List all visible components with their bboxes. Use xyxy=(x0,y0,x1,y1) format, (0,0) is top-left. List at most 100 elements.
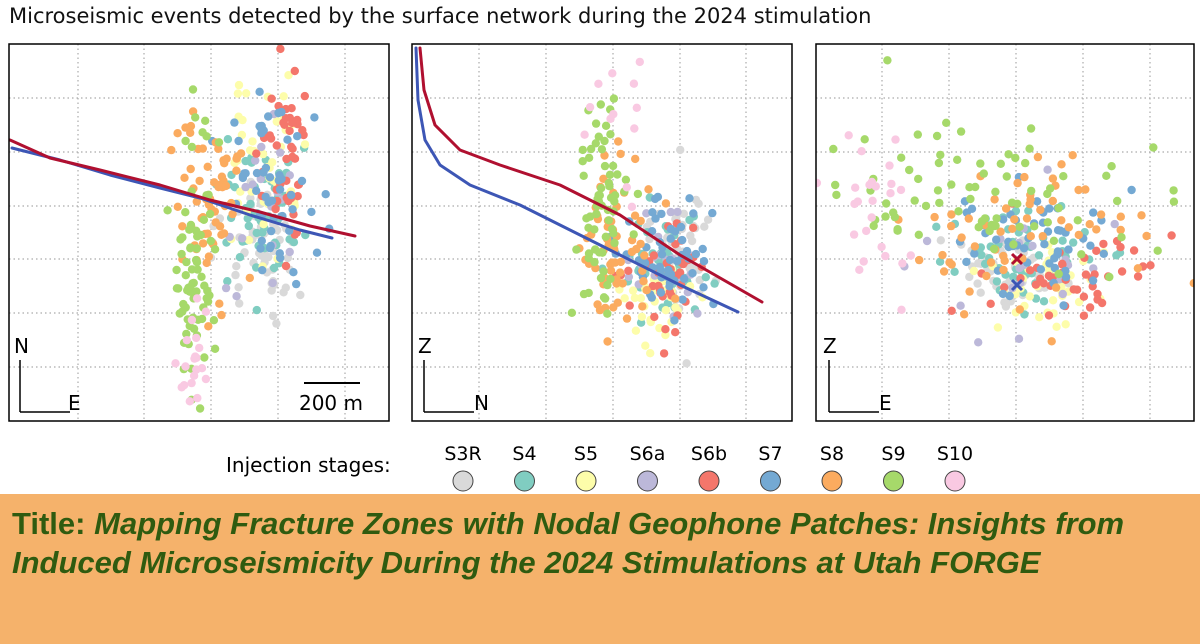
event-point-s9 xyxy=(1169,197,1179,206)
event-point-s9 xyxy=(832,190,841,200)
event-point-s7 xyxy=(708,208,717,218)
event-point-s7 xyxy=(256,244,265,253)
event-point-s9 xyxy=(914,230,923,239)
event-point-s8 xyxy=(198,144,207,153)
event-point-s7 xyxy=(665,255,675,265)
event-point-s9 xyxy=(210,344,220,353)
event-point-s10 xyxy=(855,265,864,274)
event-point-s7 xyxy=(275,249,284,258)
event-point-s5 xyxy=(242,89,251,98)
event-point-s9 xyxy=(192,258,202,267)
event-point-s4 xyxy=(223,135,233,144)
event-point-s9 xyxy=(1009,240,1018,249)
well-trajectory-blue xyxy=(414,46,740,314)
event-point-s9 xyxy=(195,404,205,413)
event-point-s9 xyxy=(974,223,983,232)
event-point-s7 xyxy=(1061,272,1071,282)
event-point-s10 xyxy=(185,397,194,406)
event-point-s5 xyxy=(1048,296,1058,305)
event-point-s7 xyxy=(698,244,707,254)
event-point-s7 xyxy=(678,235,687,245)
event-point-s9 xyxy=(198,426,206,434)
event-point-s6a xyxy=(666,207,675,217)
event-point-s3r xyxy=(296,290,305,300)
event-point-s9 xyxy=(882,199,891,208)
event-point-s5 xyxy=(671,303,680,312)
event-point-s7 xyxy=(252,168,262,178)
event-point-s8 xyxy=(630,211,640,220)
event-point-s7 xyxy=(650,194,660,204)
event-point-s10 xyxy=(868,196,877,205)
event-point-s8 xyxy=(228,209,237,219)
compass-e-label: E xyxy=(68,391,81,415)
event-point-s9 xyxy=(596,184,606,193)
event-point-s6b xyxy=(1133,272,1143,281)
event-point-s10 xyxy=(171,359,180,368)
event-point-s8 xyxy=(1010,215,1019,224)
legend-swatch xyxy=(760,470,781,492)
event-point-s9 xyxy=(584,254,593,263)
event-point-s5 xyxy=(258,149,268,159)
event-point-s9 xyxy=(179,299,188,309)
event-point-s8 xyxy=(965,287,974,296)
event-point-s6b xyxy=(299,130,308,140)
event-point-s6a xyxy=(1015,263,1024,273)
event-point-s10 xyxy=(622,183,631,192)
event-point-s10 xyxy=(182,336,192,345)
event-point-s7 xyxy=(234,136,243,146)
event-point-s6b xyxy=(1039,279,1048,288)
event-point-s8 xyxy=(173,202,182,211)
event-point-s5 xyxy=(1025,292,1035,301)
event-point-s10 xyxy=(192,333,201,343)
event-point-s8 xyxy=(222,154,231,163)
event-point-s9 xyxy=(897,153,906,162)
event-point-s9 xyxy=(205,209,215,219)
event-point-s9 xyxy=(1025,144,1034,153)
event-point-s9 xyxy=(604,216,613,225)
event-point-s7 xyxy=(1036,265,1046,274)
event-point-s9 xyxy=(1002,172,1011,181)
event-point-s8 xyxy=(618,279,627,288)
event-point-s8 xyxy=(232,166,241,175)
event-point-s10 xyxy=(862,226,871,236)
event-point-s9 xyxy=(889,208,898,217)
event-point-s4 xyxy=(223,277,232,286)
event-point-s8 xyxy=(186,164,195,174)
event-point-s10 xyxy=(187,378,196,388)
event-point-s9 xyxy=(1020,158,1030,168)
legend-item-s5: S5 xyxy=(574,443,598,492)
event-point-s8 xyxy=(195,176,204,186)
event-point-s9 xyxy=(599,267,608,276)
event-point-s8 xyxy=(964,214,973,223)
event-point-s7 xyxy=(292,279,301,289)
event-point-s9 xyxy=(201,116,210,126)
event-point-s10 xyxy=(629,79,639,88)
event-point-s4 xyxy=(1009,272,1018,281)
event-point-s6b xyxy=(271,204,280,214)
event-point-s3r xyxy=(676,145,685,155)
event-point-s6b xyxy=(1044,311,1054,320)
event-point-s8 xyxy=(1038,232,1047,241)
event-point-s7 xyxy=(656,288,666,297)
event-point-s8 xyxy=(960,310,969,319)
legend-item-label: S6a xyxy=(630,443,666,465)
event-point-s8 xyxy=(1001,204,1011,213)
event-point-s9 xyxy=(1153,246,1162,255)
event-point-s3r xyxy=(272,319,281,328)
event-point-s6a xyxy=(251,156,260,165)
event-point-s9 xyxy=(584,288,593,298)
event-point-s7 xyxy=(699,257,709,266)
event-point-s8 xyxy=(938,250,947,260)
event-point-s9 xyxy=(189,278,198,288)
event-point-s9 xyxy=(1059,172,1068,181)
event-point-s9 xyxy=(209,316,219,325)
event-point-s9 xyxy=(591,245,600,254)
event-point-s6b xyxy=(276,44,285,54)
event-point-s9 xyxy=(893,226,902,235)
event-point-s10 xyxy=(594,79,603,89)
event-point-s9 xyxy=(172,284,182,293)
event-point-s9 xyxy=(942,118,951,128)
event-point-s8 xyxy=(612,275,621,284)
event-point-s3r xyxy=(691,195,701,205)
event-point-s9 xyxy=(1113,196,1122,206)
